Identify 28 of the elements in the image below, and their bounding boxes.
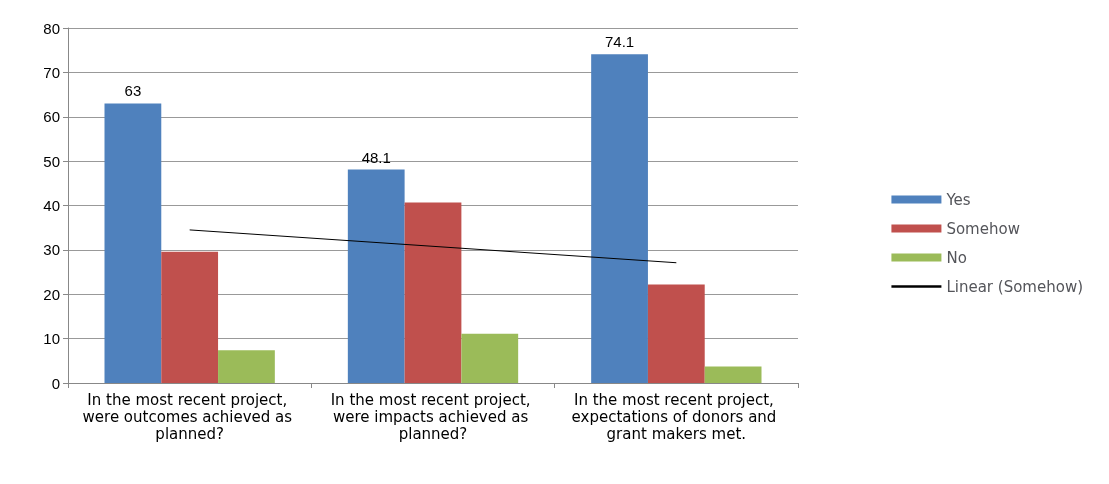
bar [591,54,648,383]
bar [104,103,162,383]
bar [161,251,219,383]
y-tick-label: 50 [43,152,60,170]
y-tick-label: 20 [43,285,60,303]
legend-label: Yes [945,190,971,209]
y-tick-label: 70 [43,63,60,81]
legend-label: Linear (Somehow) [946,277,1084,296]
y-tick-label: 40 [43,197,60,214]
bar [647,284,705,383]
bar [347,169,405,383]
y-tick-label: 10 [43,330,60,348]
data-label: 48.1 [361,148,391,166]
bar [218,350,275,383]
x-tick-label: In the most recent project, were outcomes achieved as planned? [82,390,297,443]
x-tick-label: In the most recent project, were impacts achieved as planned? [330,390,536,443]
y-tick-label: 0 [51,374,60,392]
bar [704,366,762,383]
y-tick-label: 80 [43,19,60,37]
legend-label: Somehow [946,219,1020,238]
bar [461,333,519,383]
y-tick-label: 30 [43,241,60,259]
data-label: 63 [124,82,142,100]
x-tick-label: In the most recent project, expectations of donors and grant makers met. [571,390,782,443]
data-label: 74.1 [604,33,635,51]
bar [404,202,462,383]
legend-label: No [946,248,967,267]
y-tick-label: 60 [43,108,60,126]
